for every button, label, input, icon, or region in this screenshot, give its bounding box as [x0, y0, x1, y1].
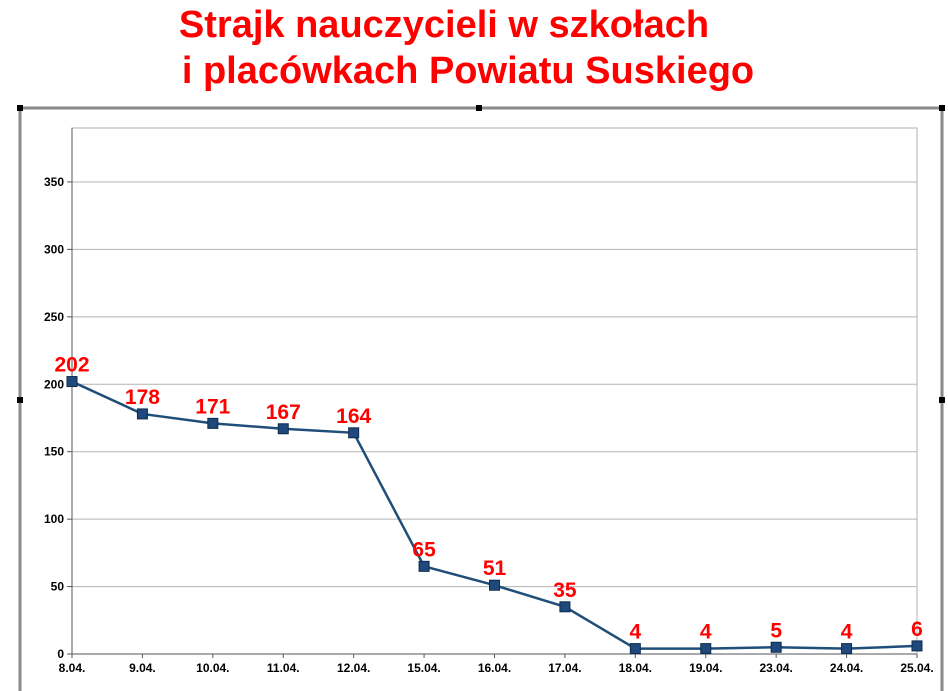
y-tick-label: 250	[44, 310, 64, 324]
y-tick-label: 300	[44, 242, 64, 256]
data-label: 167	[266, 401, 301, 424]
frame-handle	[939, 397, 945, 403]
chart-title-line-2: i placówkach Powiatu Suskiego	[181, 50, 755, 92]
x-tick-label: 8.04.	[59, 661, 86, 675]
data-label: 65	[412, 538, 436, 561]
y-tick-label: 100	[44, 512, 64, 526]
data-label: 35	[553, 579, 577, 602]
frame-handle	[17, 105, 23, 111]
x-tick-label: 16.04.	[478, 661, 511, 675]
data-label: 178	[125, 386, 160, 409]
frame-handle	[476, 105, 482, 111]
series-polyline	[71, 380, 918, 650]
data-point-marker	[770, 641, 782, 653]
y-tick-label: 150	[44, 445, 64, 459]
data-point-marker	[841, 643, 853, 655]
data-label: 4	[629, 621, 641, 644]
frame-handle	[939, 105, 945, 111]
data-point-marker	[277, 423, 289, 435]
series-line	[66, 376, 923, 655]
data-point-marker	[700, 643, 712, 655]
data-label: 164	[336, 405, 371, 428]
data-label: 171	[195, 395, 230, 418]
data-label: 6	[911, 618, 923, 641]
x-tick-label: 9.04.	[129, 661, 156, 675]
data-label: 5	[770, 619, 782, 642]
data-point-marker	[559, 601, 571, 613]
chart-title-line-1: Strajk nauczycieli w szkołach	[178, 4, 710, 46]
data-point-marker	[136, 408, 148, 420]
data-point-marker	[66, 376, 78, 388]
x-tick-label: 23.04.	[759, 661, 792, 675]
frame-handle	[17, 397, 23, 403]
data-point-marker	[348, 427, 360, 439]
x-tick-label: 18.04.	[619, 661, 652, 675]
x-tick-label: 24.04.	[830, 661, 863, 675]
y-tick-label: 0	[57, 647, 64, 661]
data-label: 51	[483, 557, 507, 580]
data-point-marker	[207, 417, 219, 429]
x-tick-label: 19.04.	[689, 661, 722, 675]
x-tick-label: 12.04.	[337, 661, 370, 675]
x-tick-label: 11.04.	[267, 661, 300, 675]
data-point-marker	[418, 560, 430, 572]
axes: 0 50 100 150 200 250 300 350 8.04. 9.04. 10.04. 11.…	[44, 128, 934, 675]
x-tick-label: 17.04.	[548, 661, 581, 675]
chart-frame	[17, 105, 945, 691]
y-tick-label: 50	[51, 580, 65, 594]
data-point-marker	[489, 579, 500, 591]
data-label: 4	[841, 621, 853, 644]
data-point-marker	[911, 640, 923, 652]
y-tick-label: 200	[44, 377, 64, 391]
x-tick-label: 15.04.	[407, 661, 440, 675]
data-label: 202	[54, 354, 89, 377]
x-tick-label: 25.04.	[900, 661, 933, 675]
data-labels: 202 178 171 167 164 65 51 35 4 4 5 4 6	[54, 354, 922, 644]
data-point-marker	[629, 643, 641, 655]
x-tick-label: 10.04.	[196, 661, 229, 675]
data-label: 4	[700, 621, 712, 644]
y-tick-label: 350	[44, 175, 64, 189]
